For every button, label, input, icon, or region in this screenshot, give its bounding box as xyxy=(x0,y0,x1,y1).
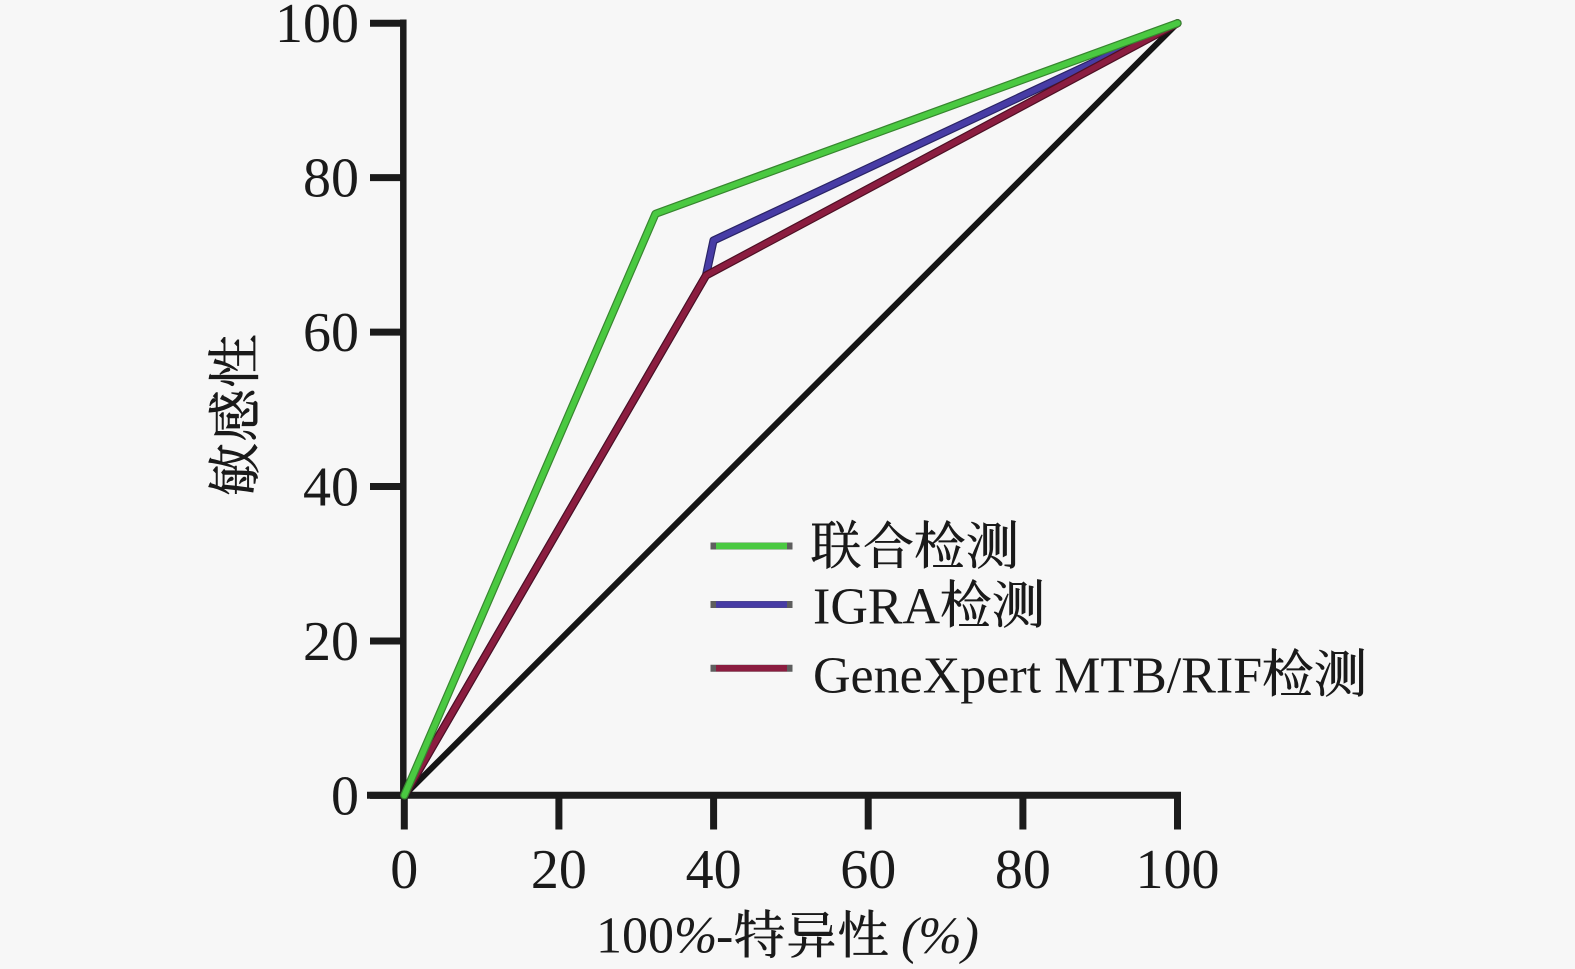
svg-text:60: 60 xyxy=(303,302,359,364)
svg-text:100: 100 xyxy=(596,908,674,965)
svg-text:GeneXpert MTB/RIF: GeneXpert MTB/RIF xyxy=(813,648,1262,705)
svg-text:80: 80 xyxy=(303,148,359,210)
svg-text:20: 20 xyxy=(531,839,587,901)
svg-text:40: 40 xyxy=(686,839,742,901)
svg-text:100: 100 xyxy=(1136,839,1220,901)
svg-text:20: 20 xyxy=(303,611,359,673)
svg-text:0: 0 xyxy=(390,839,418,901)
svg-text:-: - xyxy=(716,908,733,965)
svg-text:60: 60 xyxy=(840,839,896,901)
svg-text:100: 100 xyxy=(275,0,359,55)
svg-text:IGRA: IGRA xyxy=(813,579,941,636)
svg-text:80: 80 xyxy=(995,839,1051,901)
svg-text:%: % xyxy=(674,908,717,965)
svg-text:(%): (%) xyxy=(901,908,979,965)
svg-text:40: 40 xyxy=(303,457,359,519)
svg-text:0: 0 xyxy=(331,765,359,827)
